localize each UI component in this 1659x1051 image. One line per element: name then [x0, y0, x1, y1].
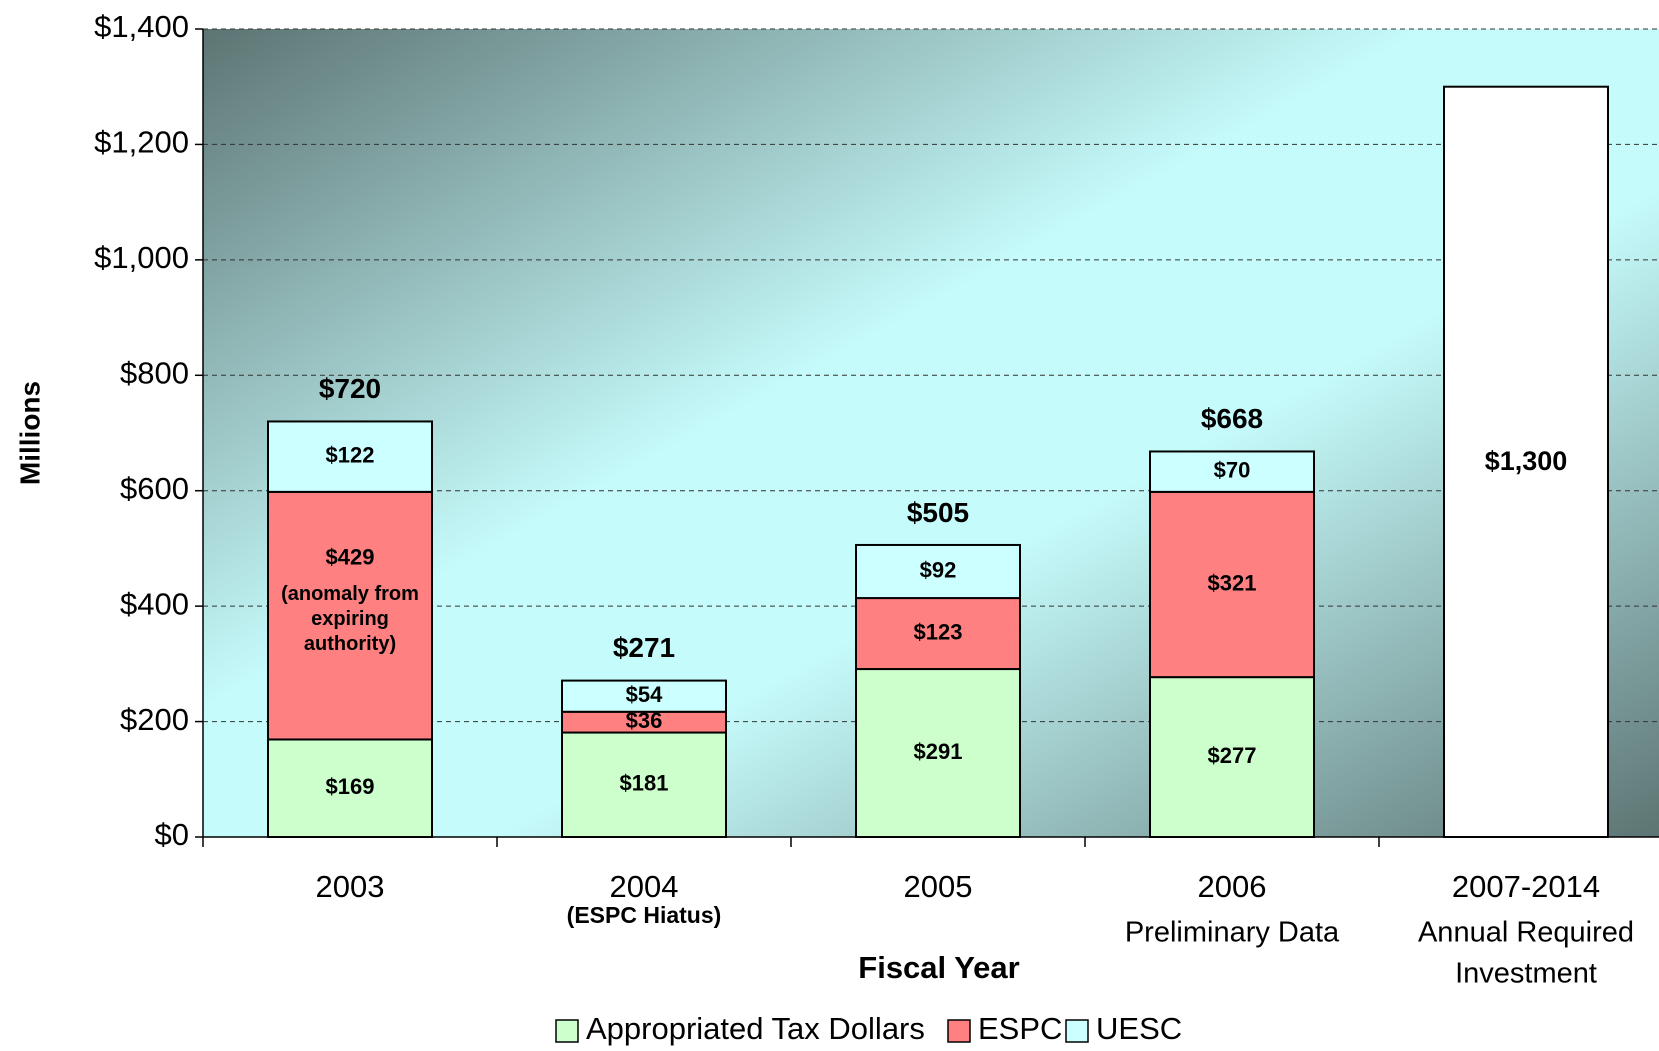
value-label: $1,300 [1485, 446, 1568, 476]
x-sublabel: Annual Required [1418, 917, 1634, 949]
total-label: $720 [319, 373, 381, 404]
value-label: $321 [1208, 570, 1257, 595]
bar-segment [267, 420, 433, 493]
value-label: $169 [326, 774, 375, 799]
annotation: authority) [304, 633, 396, 655]
value-label: $54 [626, 682, 663, 707]
bar-segment [855, 668, 1021, 839]
bar-segment [855, 543, 1021, 600]
legend-swatch [947, 1019, 971, 1043]
bar [1443, 85, 1609, 838]
bar-segment [561, 679, 727, 713]
legend-swatch [1065, 1019, 1089, 1043]
y-tick-label: $800 [120, 355, 189, 390]
y-axis-label: Millions [14, 381, 45, 485]
y-tick-label: $1,200 [94, 125, 189, 160]
legend-label: ESPC [978, 1011, 1062, 1046]
value-label: $291 [914, 739, 963, 764]
legend-label: Appropriated Tax Dollars [586, 1011, 925, 1046]
x-tick-label: 2003 [316, 869, 385, 904]
x-tick-label: 2007-2014 [1452, 869, 1600, 904]
x-sublabel: (ESPC Hiatus) [567, 902, 722, 928]
value-label: $277 [1208, 743, 1257, 768]
value-label: $429 [326, 545, 375, 570]
x-axis-label: Fiscal Year [858, 950, 1019, 985]
value-label: $70 [1214, 457, 1251, 482]
legend-swatch [555, 1019, 579, 1043]
value-label: $181 [620, 771, 669, 796]
bar-segment [855, 597, 1021, 671]
x-sublabel: Preliminary Data [1125, 917, 1340, 949]
annotation: expiring [311, 608, 389, 630]
x-tick-label: 2006 [1198, 869, 1267, 904]
y-tick-label: $600 [120, 471, 189, 506]
total-label: $505 [907, 497, 969, 528]
total-label: $668 [1201, 403, 1263, 434]
value-label: $92 [920, 557, 957, 582]
bar-segment [1149, 490, 1315, 679]
x-sublabel: Investment [1455, 958, 1597, 990]
value-label: $122 [326, 442, 375, 467]
bar-segment [1149, 450, 1315, 493]
x-tick-label: 2005 [904, 869, 973, 904]
annotation: (anomaly from [281, 583, 419, 605]
total-label: $271 [613, 632, 675, 663]
bar-segment [1149, 676, 1315, 838]
bar-segment [561, 731, 727, 839]
x-tick-label: 2004 [610, 869, 679, 904]
value-label: $123 [914, 619, 963, 644]
legend-label: UESC [1096, 1011, 1182, 1046]
y-tick-label: $0 [155, 817, 189, 852]
y-tick-label: $400 [120, 586, 189, 621]
y-tick-label: $1,400 [94, 9, 189, 44]
y-tick-label: $200 [120, 702, 189, 737]
y-tick-label: $1,000 [94, 240, 189, 275]
